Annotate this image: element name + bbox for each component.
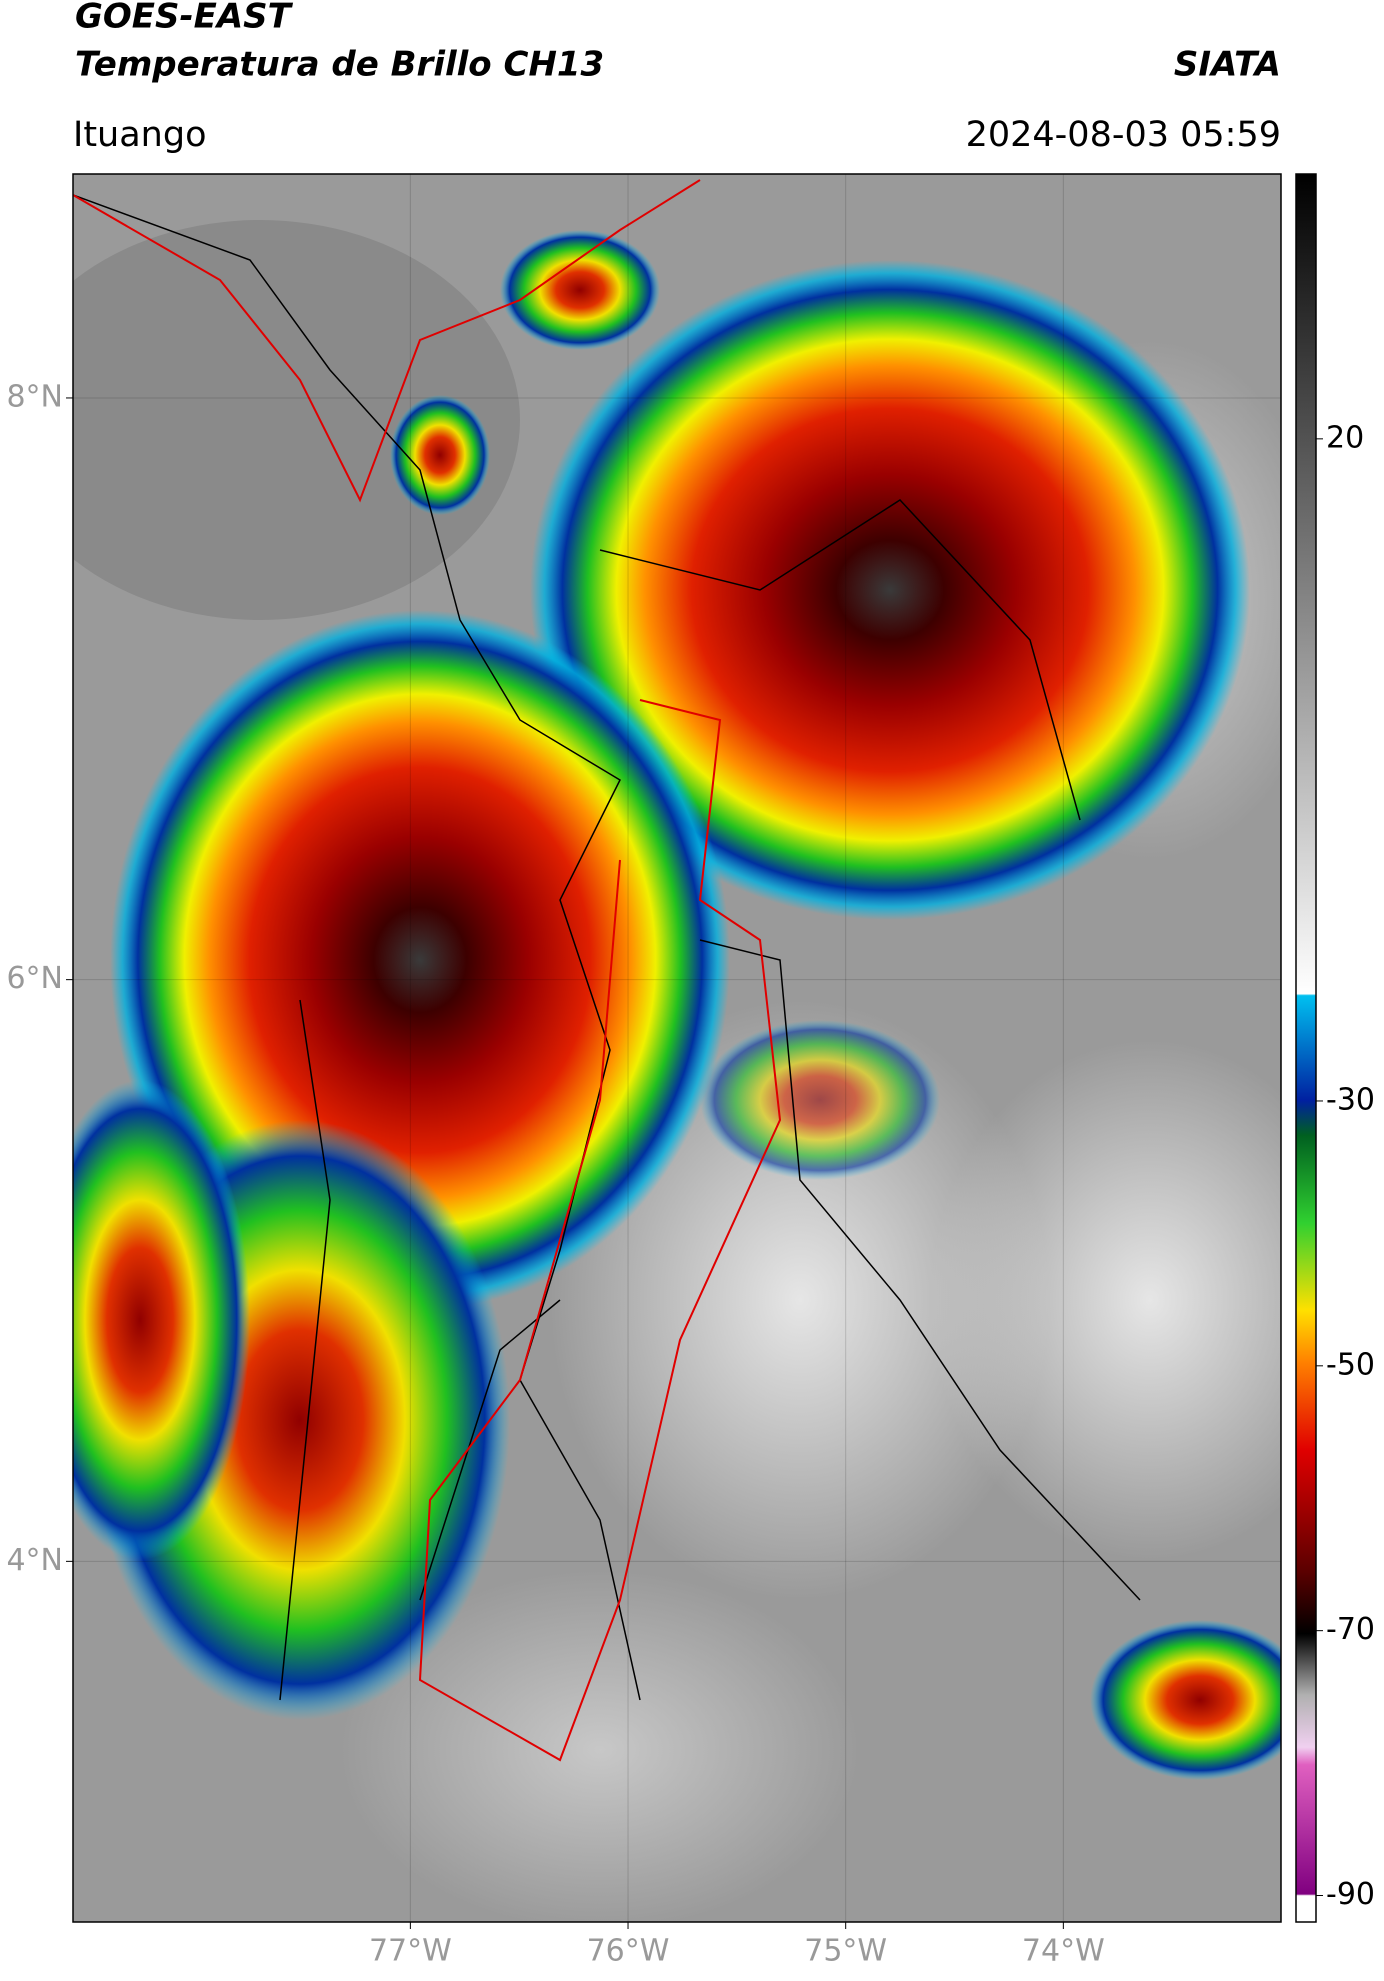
title-line2: Temperatura de Brillo CH13 <box>75 45 604 85</box>
map-frame <box>72 173 1282 1923</box>
grid: 8°N 6°N 4°N 77°W 76°W 75°W 74°W <box>6 174 1281 1969</box>
colorbar-tick-label: -30 <box>1326 1082 1375 1117</box>
lon-tick-label: 75°W <box>804 1934 887 1969</box>
title-line1: GOES-EAST <box>75 0 294 37</box>
lat-tick-label: 8°N <box>6 379 63 414</box>
location: Ituango <box>73 115 207 155</box>
colorbar-ticks: 20 -30 -50 -70 -90 <box>1316 420 1375 1912</box>
lon-tick-label: 76°W <box>587 1934 670 1969</box>
lon-tick-label: 77°W <box>369 1934 452 1969</box>
lat-tick-label: 6°N <box>6 961 63 996</box>
colorbar-tick-label: 20 <box>1326 420 1364 455</box>
source: SIATA <box>1174 45 1281 85</box>
colorbar-tick-label: -70 <box>1326 1612 1375 1647</box>
lon-tick-label: 74°W <box>1022 1934 1105 1969</box>
colorbar <box>1295 173 1317 1923</box>
lat-tick-label: 4°N <box>6 1543 63 1578</box>
colorbar-tick-label: -50 <box>1326 1347 1375 1382</box>
satellite-image <box>73 174 1281 1922</box>
datetime: 2024-08-03 05:59 <box>966 115 1281 155</box>
colorbar-tick-label: -90 <box>1326 1877 1375 1912</box>
